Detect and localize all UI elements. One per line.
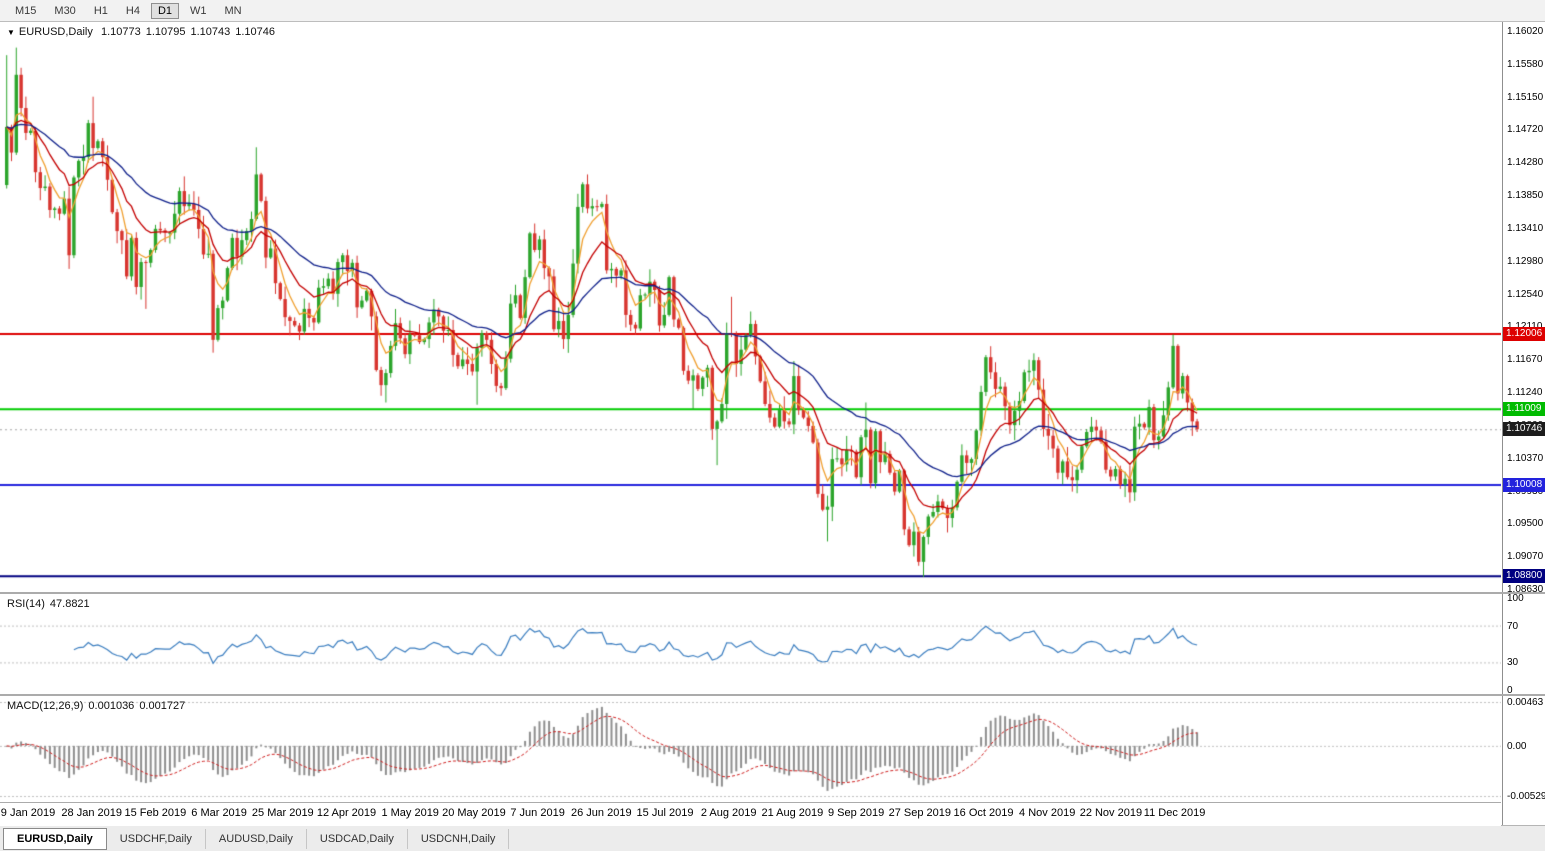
timeframe-toolbar: M15 M30 H1 H4 D1 W1 MN bbox=[0, 0, 1545, 22]
date-axis-label: 15 Feb 2019 bbox=[124, 807, 187, 819]
ohlc-low: 1.10743 bbox=[190, 26, 231, 38]
macd-signal-value: 0.001727 bbox=[139, 700, 186, 712]
price-tag: 1.10008 bbox=[1503, 477, 1545, 492]
price-scale-label: 1.15580 bbox=[1507, 59, 1544, 71]
price-scale-label: 1.14720 bbox=[1507, 124, 1544, 136]
date-axis-label: 12 Apr 2019 bbox=[316, 807, 377, 819]
macd-scale-label: 0.00 bbox=[1507, 740, 1527, 752]
timeframe-button-d1[interactable]: D1 bbox=[150, 2, 179, 19]
timeframe-button-h4[interactable]: H4 bbox=[125, 4, 140, 17]
price-tag: 1.11009 bbox=[1503, 402, 1545, 417]
chart-dropdown-icon[interactable]: ▼ bbox=[7, 28, 15, 37]
chart-tab-bar: EURUSD,Daily USDCHF,Daily AUDUSD,Daily USDC… bbox=[0, 825, 1545, 851]
date-axis-label: 27 Sep 2019 bbox=[888, 807, 951, 819]
chart-tab-usdcad[interactable]: USDCAD,Daily bbox=[307, 828, 408, 849]
main-chart-canvas[interactable] bbox=[0, 22, 1501, 592]
price-scale-label: 1.09070 bbox=[1507, 550, 1544, 562]
date-axis-label: 1 May 2019 bbox=[381, 807, 439, 819]
price-scale-label: 1.08630 bbox=[1507, 584, 1544, 595]
chart-tab-audusd[interactable]: AUDUSD,Daily bbox=[206, 828, 307, 849]
date-axis-label: 21 Aug 2019 bbox=[761, 807, 824, 819]
price-scale-label: 1.12110 bbox=[1507, 321, 1542, 332]
price-scale-label: 1.09500 bbox=[1507, 518, 1544, 530]
chart-tab-usdchf[interactable]: USDCHF,Daily bbox=[107, 828, 206, 849]
timeframe-button-w1[interactable]: W1 bbox=[190, 4, 207, 17]
timeframe-button-m15[interactable]: M15 bbox=[15, 4, 37, 17]
macd-scale-label: 0.00463 bbox=[1507, 697, 1544, 708]
price-scale-label: 1.16020 bbox=[1507, 26, 1544, 37]
chart-workspace: ▼ EURUSD,Daily 1.10773 1.10795 1.10743 1.107… bbox=[0, 22, 1545, 826]
panel-splitter[interactable] bbox=[0, 694, 1545, 696]
price-scale-label: 1.13410 bbox=[1507, 223, 1544, 235]
price-scale-label: 1.14280 bbox=[1507, 157, 1544, 169]
chart-tab-eurusd[interactable]: EURUSD,Daily bbox=[3, 827, 107, 850]
price-scale-label: 1.11670 bbox=[1507, 354, 1543, 366]
macd-name: MACD(12,26,9) bbox=[7, 700, 84, 712]
chart-tab-usdcnh[interactable]: USDCNH,Daily bbox=[408, 828, 510, 849]
ohlc-close: 1.10746 bbox=[235, 26, 276, 38]
date-axis-label: 9 Jan 2019 bbox=[0, 807, 56, 819]
date-axis[interactable]: 9 Jan 2019 28 Jan 2019 15 Feb 2019 6 Mar 20… bbox=[0, 802, 1501, 826]
date-axis-label: 11 Dec 2019 bbox=[1143, 807, 1206, 819]
date-axis-label: 9 Sep 2019 bbox=[827, 807, 885, 819]
date-axis-label: 16 Oct 2019 bbox=[953, 807, 1014, 819]
rsi-scale-label: 70 bbox=[1507, 620, 1519, 632]
macd-indicator-label: MACD(12,26,9) 0.001036 0.001727 bbox=[7, 700, 190, 712]
macd-indicator-canvas[interactable] bbox=[0, 696, 1501, 802]
date-axis-label: 7 Jun 2019 bbox=[510, 807, 565, 819]
rsi-scale-label: 30 bbox=[1507, 657, 1519, 669]
rsi-indicator-canvas[interactable] bbox=[0, 594, 1501, 694]
ohlc-open: 1.10773 bbox=[100, 26, 141, 38]
ohlc-high: 1.10795 bbox=[145, 26, 186, 38]
macd-main-value: 0.001036 bbox=[88, 700, 135, 712]
date-axis-label: 22 Nov 2019 bbox=[1079, 807, 1143, 819]
rsi-indicator-label: RSI(14) 47.8821 bbox=[7, 598, 95, 610]
price-scale-label: 1.12540 bbox=[1507, 288, 1544, 300]
panel-splitter[interactable] bbox=[0, 592, 1545, 594]
date-axis-label: 26 Jun 2019 bbox=[571, 807, 632, 819]
chart-title: ▼ EURUSD,Daily 1.10773 1.10795 1.10743 1.107… bbox=[7, 26, 280, 38]
rsi-scale-label: 0 bbox=[1507, 685, 1513, 696]
date-axis-label: 4 Nov 2019 bbox=[1019, 807, 1076, 819]
price-scale-label: 1.15150 bbox=[1507, 91, 1544, 103]
date-axis-label: 6 Mar 2019 bbox=[191, 807, 247, 819]
price-scale[interactable]: 1.16020 1.15580 1.15150 1.14720 1.14280 1.138… bbox=[1502, 22, 1545, 825]
date-axis-label: 20 May 2019 bbox=[442, 807, 506, 819]
price-tag: 1.10746 bbox=[1503, 422, 1545, 437]
chart-symbol-label: EURUSD,Daily bbox=[18, 26, 93, 38]
price-scale-label: 1.11240 bbox=[1507, 386, 1543, 398]
price-scale-label: 1.12980 bbox=[1507, 255, 1544, 267]
date-axis-label: 25 Mar 2019 bbox=[251, 807, 314, 819]
price-tag: 1.12006 bbox=[1503, 327, 1545, 342]
timeframe-button-mn[interactable]: MN bbox=[224, 4, 242, 17]
date-axis-label: 15 Jul 2019 bbox=[636, 807, 694, 819]
price-scale-label: 1.13850 bbox=[1507, 189, 1544, 201]
rsi-scale-label: 100 bbox=[1507, 593, 1524, 604]
timeframe-button-m30[interactable]: M30 bbox=[54, 4, 76, 17]
chart-column: ▼ EURUSD,Daily 1.10773 1.10795 1.10743 1.107… bbox=[0, 22, 1501, 826]
timeframe-button-h1[interactable]: H1 bbox=[93, 4, 108, 17]
date-axis-label: 2 Aug 2019 bbox=[700, 807, 757, 819]
price-tag: 1.08800 bbox=[1503, 569, 1545, 584]
price-scale-label: 1.10370 bbox=[1507, 452, 1544, 464]
rsi-name: RSI(14) bbox=[7, 598, 45, 610]
rsi-value: 47.8821 bbox=[49, 598, 90, 610]
macd-scale-label: -0.00529 bbox=[1507, 791, 1545, 802]
date-axis-label: 28 Jan 2019 bbox=[61, 807, 122, 819]
